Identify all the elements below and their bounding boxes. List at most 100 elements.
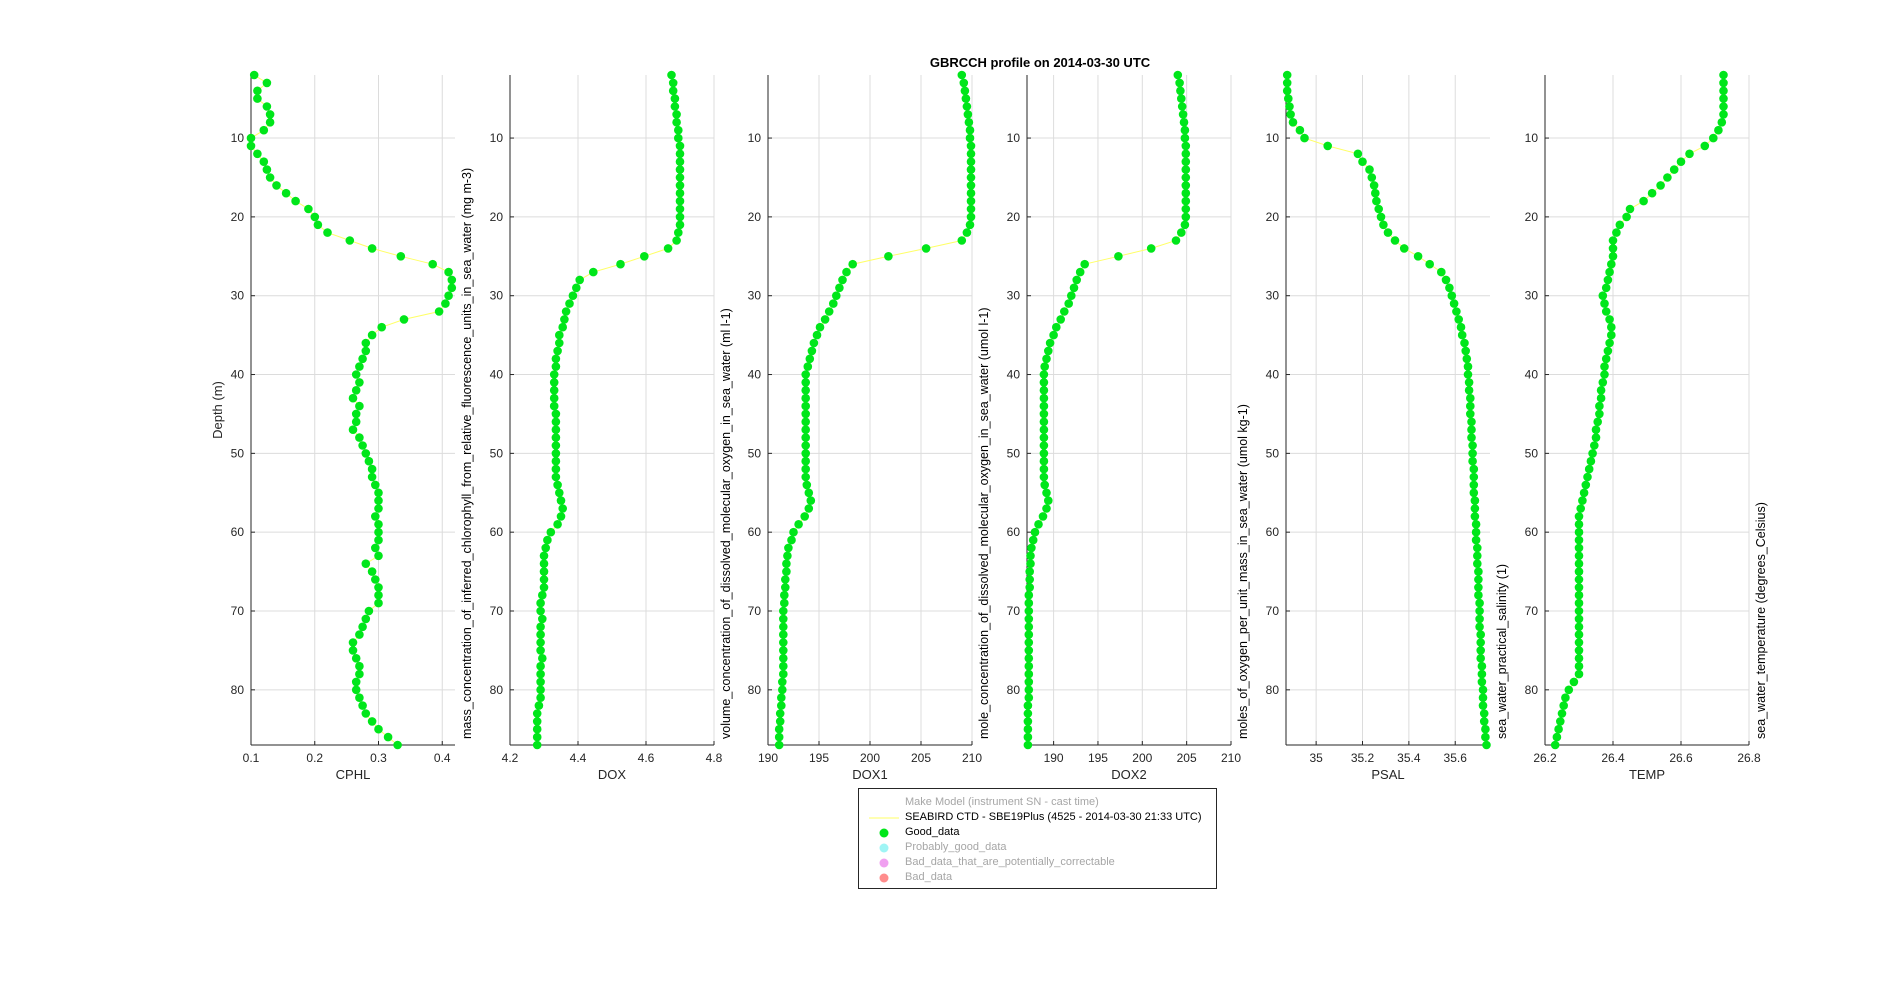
- data-point: [1574, 661, 1584, 671]
- data-point: [374, 590, 383, 600]
- data-point: [1039, 393, 1049, 403]
- legend-item-instrument: SEABIRD CTD - SBE19Plus (4525 - 2014-03-…: [859, 810, 1216, 825]
- data-point: [1719, 86, 1728, 96]
- data-point: [1564, 685, 1574, 695]
- data-point: [1181, 181, 1191, 190]
- data-point: [553, 480, 562, 490]
- data-point: [1383, 228, 1393, 237]
- data-point: [675, 173, 685, 182]
- y-tick-label: 20: [748, 210, 762, 224]
- data-point: [1457, 330, 1467, 340]
- data-point: [374, 504, 383, 513]
- data-point: [779, 630, 788, 639]
- data-point: [1358, 157, 1367, 166]
- data-point: [1676, 157, 1686, 166]
- panel-dox1: 190 195 200 205 210 10 20 30 40 50 60 70 80 DOX1 mole_…: [748, 70, 991, 782]
- legend-item-bad-data: Bad_data: [859, 870, 1216, 885]
- data-point: [804, 504, 814, 513]
- data-point: [444, 291, 453, 301]
- data-point: [551, 441, 561, 450]
- data-point: [835, 283, 844, 293]
- y-tick-label: 70: [1007, 604, 1021, 618]
- data-point: [1456, 322, 1466, 332]
- data-point: [565, 299, 574, 308]
- data-point: [1024, 654, 1034, 663]
- data-point: [1040, 480, 1049, 490]
- data-point: [374, 551, 383, 561]
- x-tick-label: 190: [758, 751, 778, 765]
- data-point: [1601, 283, 1611, 293]
- data-point: [965, 133, 975, 143]
- data-point: [1463, 370, 1473, 379]
- data-point: [1467, 433, 1476, 442]
- data-point: [801, 393, 810, 403]
- data-point: [1584, 464, 1594, 474]
- data-point: [1656, 181, 1665, 190]
- data-point: [355, 433, 364, 442]
- data-point: [1024, 606, 1034, 616]
- magenta-dot-icon: [879, 858, 889, 868]
- data-point: [532, 717, 542, 726]
- data-point: [779, 622, 788, 632]
- data-point: [966, 165, 976, 174]
- data-point: [1470, 504, 1480, 513]
- data-point: [1574, 567, 1584, 576]
- data-point: [551, 362, 561, 371]
- data-point: [1479, 709, 1489, 718]
- legend-label: Bad_data: [905, 871, 953, 883]
- data-point: [399, 315, 409, 324]
- data-point: [1574, 606, 1584, 616]
- data-point: [1574, 551, 1584, 561]
- data-point: [801, 370, 810, 379]
- data-point: [1282, 86, 1292, 96]
- data-point: [1476, 646, 1485, 655]
- data-point: [838, 275, 847, 285]
- y-tick-label: 40: [1266, 368, 1280, 382]
- data-point: [801, 464, 810, 474]
- data-point: [1052, 322, 1061, 332]
- data-point: [367, 244, 377, 253]
- data-point: [1561, 693, 1570, 702]
- y-tick-label: 10: [748, 131, 762, 145]
- data-point: [1024, 646, 1034, 655]
- data-point: [262, 78, 272, 88]
- data-point: [1437, 267, 1446, 277]
- data-point: [447, 275, 457, 285]
- data-point: [1603, 346, 1613, 356]
- data-point: [675, 220, 685, 230]
- data-point: [1608, 244, 1618, 253]
- data-point: [355, 630, 364, 639]
- data-point: [1554, 724, 1563, 734]
- data-point: [572, 283, 581, 293]
- data-point: [1719, 110, 1728, 119]
- data-point: [348, 425, 358, 435]
- data-point: [1025, 575, 1034, 584]
- data-point: [801, 433, 810, 442]
- data-point: [1372, 196, 1381, 206]
- data-point: [848, 259, 857, 269]
- data-point: [1367, 173, 1377, 182]
- data-point: [815, 322, 825, 332]
- data-point: [806, 496, 816, 505]
- data-point: [371, 480, 380, 490]
- data-point: [383, 732, 393, 742]
- data-point: [1454, 315, 1463, 324]
- series-line: [1027, 74, 1187, 745]
- data-point: [921, 244, 931, 253]
- data-point: [1177, 228, 1186, 237]
- green-dot-icon: [879, 828, 889, 838]
- y-tick-label: 10: [1266, 131, 1280, 145]
- data-point: [1470, 496, 1480, 505]
- variable-long-name-label: moles_of_oxygen_per_unit_mass_in_sea_wat…: [1236, 404, 1250, 739]
- data-point: [778, 677, 787, 687]
- data-point: [1379, 220, 1388, 230]
- y-tick-label: 30: [231, 289, 245, 303]
- y-tick-label: 40: [231, 368, 245, 382]
- data-point: [1023, 724, 1033, 734]
- data-point: [549, 378, 559, 387]
- data-point: [779, 646, 788, 655]
- data-point: [551, 417, 561, 427]
- data-point: [802, 480, 812, 490]
- data-point: [246, 133, 256, 143]
- data-point: [291, 196, 300, 206]
